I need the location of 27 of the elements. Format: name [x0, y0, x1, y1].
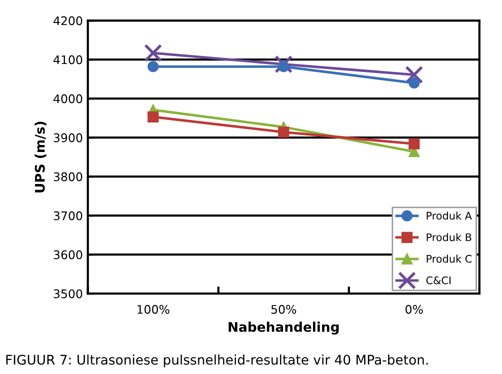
point [278, 126, 290, 138]
legend-label: Produk C [426, 254, 472, 263]
legend-label: Produk B [426, 233, 472, 242]
y-tick-label: 4000 [54, 94, 82, 104]
point [405, 66, 424, 84]
x-tick-label: 100% [138, 304, 170, 314]
x-axis-title: Nabehandeling [228, 322, 339, 335]
y-tick-label: 4100 [54, 55, 82, 64]
text: FIGUUR 7: Ultrasoniese pulssnelheid-resultate vir 40 MPa-beton. [6, 354, 428, 368]
point [148, 111, 159, 122]
x-tick-label: 50% [271, 304, 296, 314]
point [148, 61, 159, 72]
y-tick-label: 3500 [54, 289, 82, 298]
y-tick-label: 3800 [54, 172, 82, 182]
x-tick-label: 0% [406, 304, 423, 314]
y-tick-label: 4200 [54, 16, 82, 26]
y-tick-label: 3900 [54, 133, 82, 142]
point [278, 61, 290, 72]
point [408, 77, 420, 89]
legend-label: C&CI [426, 276, 450, 284]
y-axis-title: UPS (m/s) [34, 122, 46, 192]
y-tick-label: 3700 [54, 211, 82, 220]
point [274, 55, 293, 74]
y-tick-label: 3600 [54, 250, 82, 260]
point [144, 44, 162, 62]
point [408, 138, 420, 150]
legend-label: Produk A [426, 212, 472, 220]
